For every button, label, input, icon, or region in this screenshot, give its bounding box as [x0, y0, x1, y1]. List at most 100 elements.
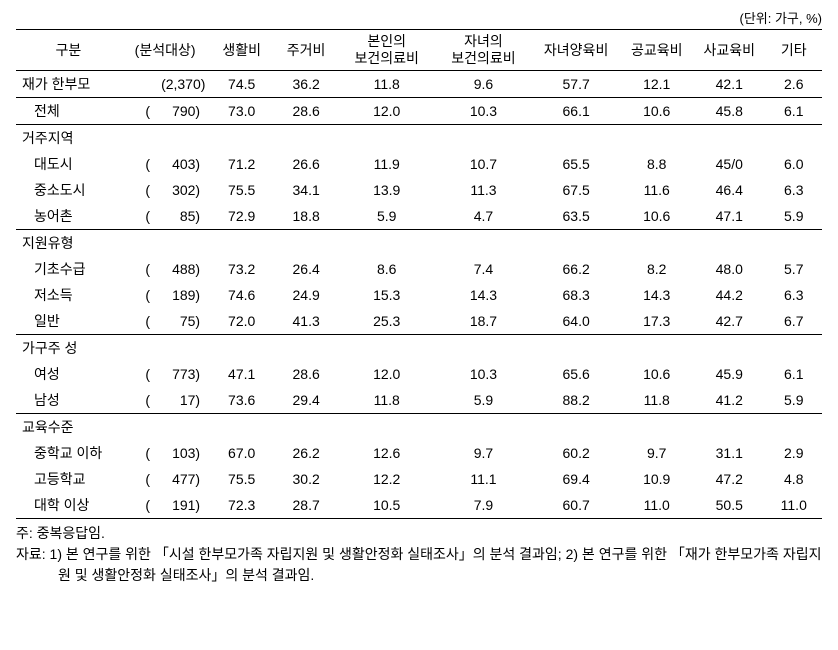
analysis-target-cell: (790) [121, 97, 210, 124]
empty-cell [274, 334, 338, 361]
row-label: 여성 [16, 361, 121, 387]
value-cell: 5.9 [766, 387, 822, 414]
empty-cell [338, 334, 435, 361]
analysis-target-cell: (488) [121, 256, 210, 282]
value-cell: 6.1 [766, 97, 822, 124]
header-category: 구분 [16, 30, 121, 71]
value-cell: 66.2 [532, 256, 621, 282]
empty-cell [766, 229, 822, 256]
value-cell: 72.3 [209, 492, 273, 519]
empty-cell [693, 334, 766, 361]
empty-cell [693, 413, 766, 440]
value-cell: 42.1 [693, 70, 766, 97]
value-cell: 74.5 [209, 70, 273, 97]
value-cell: 2.9 [766, 440, 822, 466]
table-row: 기초수급(488)73.226.48.67.466.28.248.05.7 [16, 256, 822, 282]
value-cell: 73.6 [209, 387, 273, 414]
value-cell: 75.5 [209, 177, 273, 203]
header-row: 구분 (분석대상) 생활비 주거비 본인의 보건의료비 자녀의 보건의료비 자녀… [16, 30, 822, 71]
value-cell: 72.0 [209, 308, 273, 335]
table-row: 대도시(403)71.226.611.910.765.58.845/06.0 [16, 151, 822, 177]
value-cell: 5.9 [338, 203, 435, 230]
empty-cell [620, 124, 693, 151]
value-cell: 67.0 [209, 440, 273, 466]
value-cell: 10.6 [620, 361, 693, 387]
value-cell: 6.7 [766, 308, 822, 335]
value-cell: 11.8 [620, 387, 693, 414]
value-cell: 60.7 [532, 492, 621, 519]
value-cell: 10.3 [435, 361, 532, 387]
section-title-row: 교육수준 [16, 413, 822, 440]
header-child-medical-l2: 보건의료비 [451, 50, 515, 66]
empty-cell [766, 124, 822, 151]
value-cell: 73.2 [209, 256, 273, 282]
value-cell: 28.6 [274, 361, 338, 387]
value-cell: 45/0 [693, 151, 766, 177]
empty-cell [620, 334, 693, 361]
value-cell: 12.1 [620, 70, 693, 97]
row-label: 농어촌 [16, 203, 121, 230]
section-title: 지원유형 [16, 229, 121, 256]
value-cell: 73.0 [209, 97, 273, 124]
value-cell: 41.3 [274, 308, 338, 335]
value-cell: 67.5 [532, 177, 621, 203]
value-cell: 50.5 [693, 492, 766, 519]
notes: 주: 중복응답임. 자료: 1) 본 연구를 위한 「시설 한부모가족 자립지원… [16, 523, 822, 586]
value-cell: 48.0 [693, 256, 766, 282]
header-analysis-target: (분석대상) [121, 30, 210, 71]
value-cell: 10.3 [435, 97, 532, 124]
empty-cell [209, 334, 273, 361]
value-cell: 26.2 [274, 440, 338, 466]
empty-cell [338, 124, 435, 151]
empty-cell [693, 229, 766, 256]
value-cell: 11.3 [435, 177, 532, 203]
value-cell: 88.2 [532, 387, 621, 414]
row-label: 고등학교 [16, 466, 121, 492]
table-row: 중소도시(302)75.534.113.911.367.511.646.46.3 [16, 177, 822, 203]
row-label: 일반 [16, 308, 121, 335]
empty-cell [338, 413, 435, 440]
value-cell: 10.6 [620, 203, 693, 230]
table-row: 중학교 이하(103)67.026.212.69.760.29.731.12.9 [16, 440, 822, 466]
value-cell: 65.5 [532, 151, 621, 177]
analysis-target-cell: (75) [121, 308, 210, 335]
value-cell: 5.9 [435, 387, 532, 414]
row-label: 기초수급 [16, 256, 121, 282]
value-cell: 72.9 [209, 203, 273, 230]
header-self-medical-l2: 보건의료비 [355, 50, 419, 66]
value-cell: 14.3 [435, 282, 532, 308]
value-cell: 12.0 [338, 97, 435, 124]
value-cell: 2.6 [766, 70, 822, 97]
row-label: 대학 이상 [16, 492, 121, 519]
value-cell: 18.8 [274, 203, 338, 230]
header-childcare: 자녀양육비 [532, 30, 621, 71]
analysis-target-cell: (17) [121, 387, 210, 414]
value-cell: 10.6 [620, 97, 693, 124]
empty-cell [338, 229, 435, 256]
note-line2: 자료: 1) 본 연구를 위한 「시설 한부모가족 자립지원 및 생활안정화 실… [16, 544, 822, 586]
value-cell: 8.2 [620, 256, 693, 282]
value-cell: 29.4 [274, 387, 338, 414]
analysis-target-cell: (103) [121, 440, 210, 466]
value-cell: 25.3 [338, 308, 435, 335]
value-cell: 75.5 [209, 466, 273, 492]
value-cell: 34.1 [274, 177, 338, 203]
value-cell: 30.2 [274, 466, 338, 492]
empty-cell [693, 124, 766, 151]
value-cell: 9.7 [620, 440, 693, 466]
value-cell: 4.7 [435, 203, 532, 230]
value-cell: 28.6 [274, 97, 338, 124]
row-label: 남성 [16, 387, 121, 414]
value-cell: 12.6 [338, 440, 435, 466]
table-row: 남성(17)73.629.411.85.988.211.841.25.9 [16, 387, 822, 414]
empty-cell [766, 413, 822, 440]
section-title: 교육수준 [16, 413, 121, 440]
empty-cell [435, 229, 532, 256]
row-label: 저소득 [16, 282, 121, 308]
header-child-medical-l1: 자녀의 [464, 33, 503, 49]
header-self-medical-l1: 본인의 [367, 33, 406, 49]
header-child-medical: 자녀의 보건의료비 [435, 30, 532, 71]
value-cell: 9.6 [435, 70, 532, 97]
header-public-edu: 공교육비 [620, 30, 693, 71]
value-cell: 24.9 [274, 282, 338, 308]
